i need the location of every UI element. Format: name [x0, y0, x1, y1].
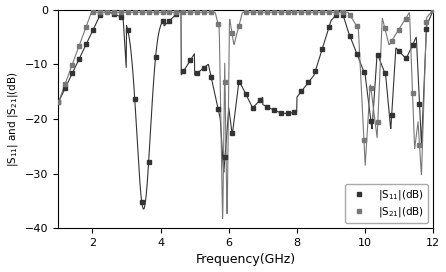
|S$_{21}$|(dB): [389, 39, 394, 42]
Line: |S$_{21}$|(dB): |S$_{21}$|(dB): [56, 7, 435, 147]
|S$_{21}$|(dB): [431, 8, 436, 11]
Line: |S$_{11}$|(dB): |S$_{11}$|(dB): [56, 7, 435, 204]
|S$_{11}$|(dB): [139, 200, 145, 203]
|S$_{11}$|(dB): [396, 49, 401, 52]
|S$_{11}$|(dB): [56, 101, 61, 104]
X-axis label: Frequency(GHz): Frequency(GHz): [196, 254, 296, 267]
|S$_{11}$|(dB): [424, 27, 429, 30]
|S$_{11}$|(dB): [97, 14, 103, 17]
|S$_{21}$|(dB): [56, 101, 61, 104]
|S$_{11}$|(dB): [431, 8, 436, 11]
|S$_{21}$|(dB): [424, 20, 429, 23]
|S$_{21}$|(dB): [194, 11, 200, 14]
|S$_{21}$|(dB): [417, 143, 422, 147]
|S$_{11}$|(dB): [125, 29, 131, 32]
|S$_{11}$|(dB): [202, 66, 207, 69]
|S$_{21}$|(dB): [125, 11, 131, 14]
|S$_{21}$|(dB): [97, 11, 103, 14]
|S$_{11}$|(dB): [153, 55, 158, 59]
|S$_{21}$|(dB): [146, 11, 151, 14]
Legend: |S$_{11}$|(dB), |S$_{21}$|(dB): |S$_{11}$|(dB), |S$_{21}$|(dB): [345, 184, 428, 223]
Y-axis label: |S$_{11}$| and |S$_{21}$|(dB): |S$_{11}$| and |S$_{21}$|(dB): [5, 71, 20, 166]
